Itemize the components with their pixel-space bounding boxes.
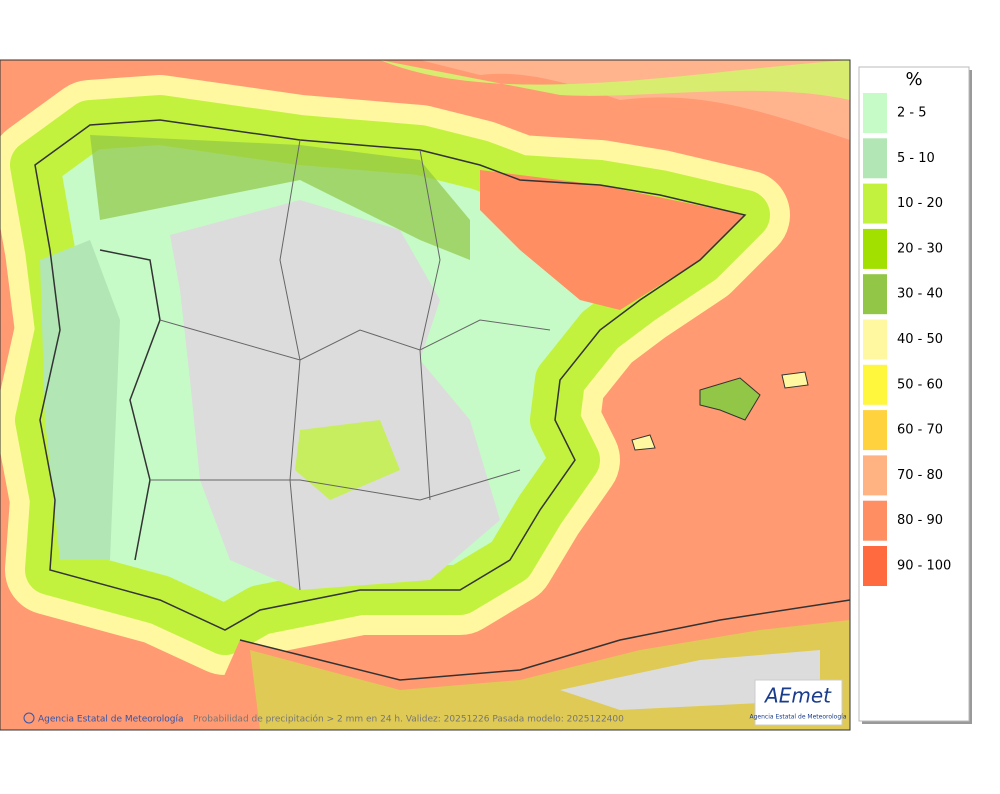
legend-swatch xyxy=(863,319,887,360)
legend-label: 10 - 20 xyxy=(897,196,943,211)
legend-label: 50 - 60 xyxy=(897,377,943,392)
legend-swatch xyxy=(863,410,887,451)
legend-label: 40 - 50 xyxy=(897,332,943,347)
legend-label: 2 - 5 xyxy=(897,106,927,121)
legend-swatch xyxy=(863,183,887,224)
legend: % 2 - 5 5 - 10 10 - 20 20 - 30 30 - 40 40 - 5… xyxy=(858,66,972,724)
map-frame xyxy=(0,59,851,731)
logo-subtitle: Agencia Estatal de Meteorología xyxy=(750,714,847,721)
legend-swatch xyxy=(863,546,887,586)
legend-swatch xyxy=(863,228,887,269)
agency-credit: Agencia Estatal de Meteorología xyxy=(38,715,184,725)
legend-label: 60 - 70 xyxy=(897,423,943,438)
logo-name: AEmet xyxy=(763,684,832,708)
legend-swatch xyxy=(863,364,887,405)
legend-label: 90 - 100 xyxy=(897,559,951,574)
legend-label: 80 - 90 xyxy=(897,513,943,528)
logo: AEmet Agencia Estatal de Meteorología xyxy=(750,679,847,726)
copyright-icon xyxy=(23,712,35,724)
north-band xyxy=(0,60,850,140)
balearic-islands xyxy=(631,371,809,451)
legend-swatch xyxy=(863,138,887,179)
iberia xyxy=(0,75,790,675)
map-caption: Probabilidad de precipitación > 2 mm en … xyxy=(193,714,624,725)
legend-swatch xyxy=(863,274,887,315)
legend-swatch xyxy=(863,500,887,541)
north-green xyxy=(380,60,850,100)
legend-label: 5 - 10 xyxy=(897,151,935,166)
inland-grey xyxy=(170,200,500,590)
legend-swatch xyxy=(863,455,887,496)
legend-swatch xyxy=(863,93,887,133)
catalonia xyxy=(480,170,745,310)
legend-title: % xyxy=(905,69,922,90)
legend-label: 70 - 80 xyxy=(897,468,943,483)
legend-label: 20 - 30 xyxy=(897,241,943,256)
map: Agencia Estatal de Meteorología Probabil… xyxy=(0,59,851,731)
legend-label: 30 - 40 xyxy=(897,287,943,302)
